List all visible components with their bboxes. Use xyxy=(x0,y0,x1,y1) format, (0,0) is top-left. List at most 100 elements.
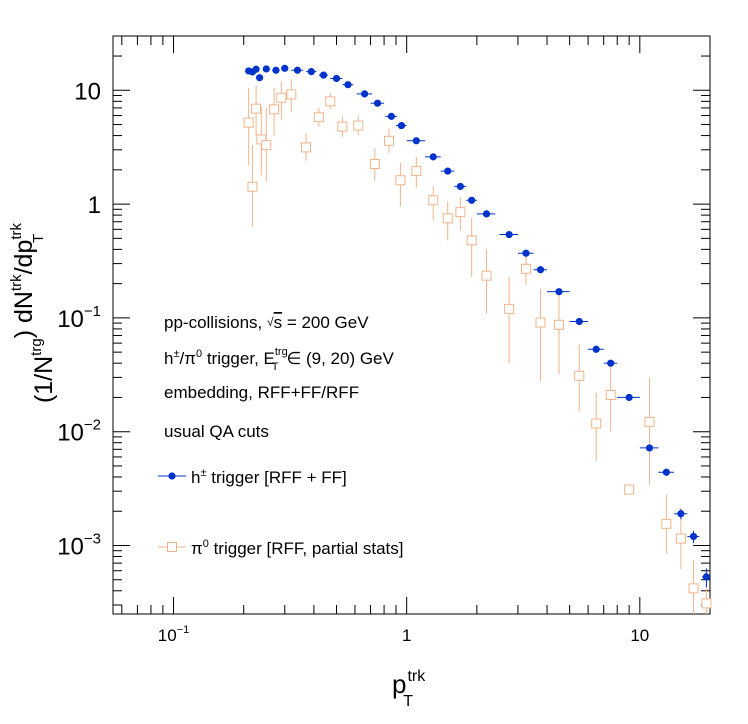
data-point xyxy=(454,182,467,191)
y-tick-label: 1 xyxy=(88,192,101,219)
legend-label-h-trigger: h± trigger [RFF + FF] xyxy=(191,467,347,487)
legend: h± trigger [RFF + FF] π0 trigger [RFF, p… xyxy=(158,467,403,558)
data-point xyxy=(384,128,395,154)
marker-filled-circle xyxy=(444,167,452,175)
data-point xyxy=(624,484,635,495)
marker-open-square xyxy=(553,319,564,330)
marker-open-square xyxy=(644,416,655,427)
data-point xyxy=(276,81,287,120)
data-point xyxy=(617,393,640,402)
data-point xyxy=(702,568,710,588)
x-axis-label: ptrk T xyxy=(392,668,426,710)
legend-entry-pi0-trigger: π0 trigger [RFF, partial stats] xyxy=(158,538,403,558)
marker-open-square xyxy=(455,207,466,218)
data-point xyxy=(428,185,439,221)
data-point xyxy=(574,344,585,412)
marker-filled-circle xyxy=(412,137,420,145)
data-point xyxy=(605,365,616,432)
data-point xyxy=(318,71,329,79)
marker-filled-circle xyxy=(662,468,670,476)
data-point xyxy=(661,494,672,554)
marker-open-square xyxy=(661,518,672,529)
plot-frame xyxy=(112,35,711,615)
marker-filled-circle xyxy=(256,74,264,82)
data-point xyxy=(252,65,260,73)
data-point xyxy=(269,87,280,136)
x-tick-label: 10−1 xyxy=(158,624,189,645)
data-point xyxy=(395,162,406,207)
data-point xyxy=(369,148,380,181)
data-point xyxy=(251,85,262,136)
axis-ticks xyxy=(113,35,711,614)
tick-labels: 10−1 1 10 10 1 10−1 10−2 10−3 xyxy=(57,78,649,645)
series-h-trigger xyxy=(245,64,710,588)
legend-marker-filled-circle xyxy=(168,472,176,480)
marker-open-square xyxy=(251,103,262,114)
marker-open-square xyxy=(243,117,254,128)
data-point xyxy=(406,137,426,145)
data-point xyxy=(396,121,407,130)
marker-filled-circle xyxy=(373,99,382,107)
data-point xyxy=(442,201,453,241)
data-point xyxy=(301,133,312,161)
marker-open-square xyxy=(701,598,712,609)
marker-filled-circle xyxy=(332,74,341,83)
marker-open-square xyxy=(384,135,395,146)
marker-open-square xyxy=(395,175,406,186)
marker-open-square xyxy=(466,235,477,246)
data-point xyxy=(356,90,372,98)
series-layer xyxy=(243,64,712,614)
data-point xyxy=(569,317,589,326)
marker-filled-circle xyxy=(307,67,315,76)
marker-filled-circle xyxy=(536,266,545,274)
marker-open-square xyxy=(269,104,280,115)
data-point xyxy=(385,112,398,120)
data-point xyxy=(425,153,441,161)
marker-filled-circle xyxy=(522,249,530,257)
marker-filled-circle xyxy=(293,66,302,74)
data-point xyxy=(440,167,455,175)
marker-open-square xyxy=(688,583,699,594)
data-point xyxy=(411,156,422,188)
marker-open-square xyxy=(481,270,492,281)
marker-open-square xyxy=(428,195,439,206)
data-point xyxy=(553,294,564,375)
marker-filled-circle xyxy=(645,444,654,452)
data-point xyxy=(370,99,385,107)
data-point xyxy=(261,107,272,181)
data-point xyxy=(325,92,336,110)
y-tick-label: 10−3 xyxy=(57,530,101,560)
data-point xyxy=(673,508,688,520)
data-point xyxy=(481,249,492,314)
marker-filled-circle xyxy=(555,288,563,296)
marker-open-square xyxy=(261,140,272,151)
data-point xyxy=(499,230,518,239)
marker-open-square xyxy=(574,370,585,381)
marker-filled-circle xyxy=(361,90,369,98)
annotations: pp-collisions, √s = 200 GeV h±/π0 trigge… xyxy=(164,313,395,441)
marker-open-square xyxy=(521,263,532,274)
marker-filled-circle xyxy=(625,393,633,402)
marker-open-square xyxy=(591,418,602,429)
y-tick-label: 10−1 xyxy=(57,303,101,333)
marker-filled-circle xyxy=(429,153,437,161)
marker-open-square xyxy=(247,181,258,192)
x-axis-label-sup: trk xyxy=(407,668,426,685)
marker-filled-circle xyxy=(387,112,396,120)
marker-open-square xyxy=(675,533,686,544)
marker-filled-circle xyxy=(456,182,465,191)
data-point xyxy=(342,81,354,89)
data-point xyxy=(291,66,304,74)
data-point xyxy=(313,107,324,127)
data-point xyxy=(533,266,548,274)
data-point xyxy=(588,345,604,353)
marker-open-square xyxy=(411,166,422,177)
data-point xyxy=(256,74,264,82)
legend-marker-open-square xyxy=(167,542,177,552)
annotation-trigger: h±/π0 trigger, Etrg T ∈ (9, 20) GeV xyxy=(164,346,395,373)
marker-filled-circle xyxy=(468,196,476,204)
data-point xyxy=(517,249,534,257)
y-axis-label: (1/Ntrg) dNtrk/dptrk T xyxy=(8,222,58,403)
marker-filled-circle xyxy=(592,345,600,353)
